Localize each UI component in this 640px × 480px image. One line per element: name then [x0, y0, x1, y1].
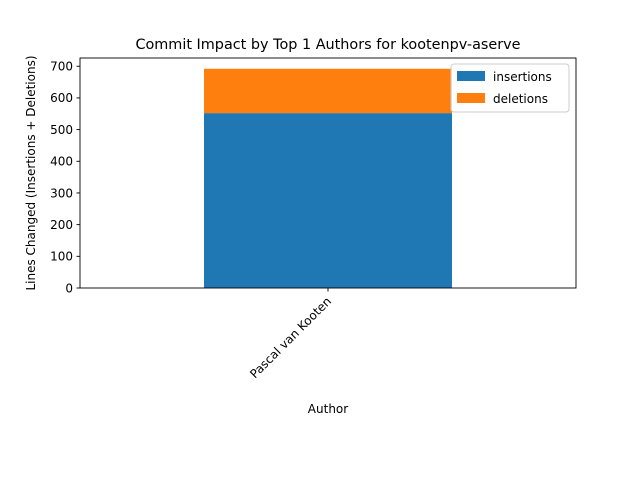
legend-swatch-insertions [457, 71, 485, 81]
y-axis: 0 100 200 300 400 500 600 700 [50, 60, 80, 295]
chart-title: Commit Impact by Top 1 Authors for koote… [135, 37, 520, 53]
y-tick-label: 400 [50, 155, 73, 169]
y-tick-label: 500 [50, 123, 73, 137]
x-tick-label: Pascal van Kooten [247, 294, 334, 381]
y-tick-label: 600 [50, 91, 73, 105]
x-axis: Pascal van Kooten [247, 288, 334, 381]
bars [204, 68, 452, 289]
x-axis-label: Author [308, 402, 348, 416]
y-tick-label: 300 [50, 186, 73, 200]
y-tick-label: 100 [50, 250, 73, 264]
legend-label-deletions: deletions [493, 92, 548, 106]
bar-insertions [204, 113, 452, 289]
legend-swatch-deletions [457, 93, 485, 103]
y-axis-label: Lines Changed (Insertions + Deletions) [24, 55, 38, 290]
legend: insertions deletions [450, 63, 570, 113]
y-tick-label: 0 [65, 281, 73, 295]
y-tick-label: 700 [50, 60, 73, 74]
legend-label-insertions: insertions [493, 70, 552, 84]
y-tick-label: 200 [50, 218, 73, 232]
bar-deletions [204, 68, 452, 114]
